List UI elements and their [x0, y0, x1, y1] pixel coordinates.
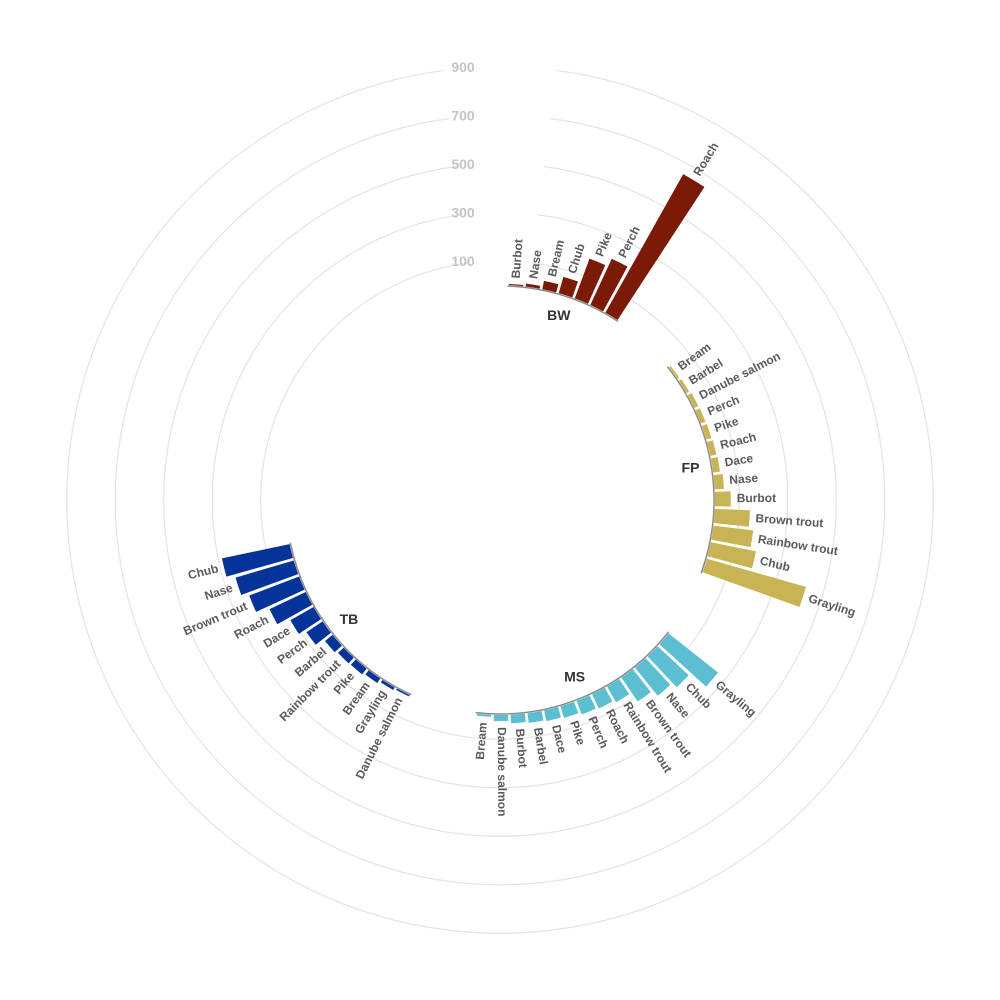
grid-ring-100 — [260, 262, 740, 740]
bar-ms-barbel — [527, 710, 544, 723]
bar-tb-barbel — [325, 634, 342, 653]
bar-label: Burbot — [509, 239, 526, 279]
bar-tb-chub — [221, 544, 293, 577]
bar-ms-dace — [544, 707, 561, 722]
bar-label: Chub — [759, 554, 792, 575]
bar-bw-nase — [525, 283, 541, 289]
group-label-ms: MS — [564, 669, 585, 685]
group-label-bw: BW — [547, 307, 571, 323]
bar-fp-roach — [707, 440, 717, 456]
grid-ring-500 — [163, 166, 837, 837]
bar-tb-danube-salmon — [396, 688, 410, 697]
bar-tb-brown-trout — [249, 576, 305, 612]
bar-fp-barbel — [678, 379, 690, 393]
radial-tick-labels: 100 300 500 700 900 — [451, 59, 475, 269]
bar-fp-bream — [669, 365, 680, 379]
bar-fp-nase — [713, 474, 724, 490]
bar-label: Chub — [565, 242, 588, 275]
bar-label: Bream — [545, 238, 567, 278]
radial-tick-label: 900 — [451, 59, 475, 75]
bar-ms-bream — [476, 713, 492, 717]
radial-tick-label: 300 — [451, 204, 475, 220]
bar-tb-perch — [306, 621, 331, 645]
bar-fp-perch — [695, 408, 706, 424]
bar-fp-dace — [710, 457, 720, 473]
grid-ring-300 — [211, 214, 789, 789]
bar-tb-nase — [235, 560, 299, 595]
bar-fp-danube-salmon — [687, 393, 699, 408]
bar-fp-rainbow-trout — [711, 525, 754, 548]
bar-tb-pike — [350, 659, 367, 675]
bar-ms-perch — [576, 695, 596, 715]
bar-tb-grayling — [380, 680, 395, 690]
bar-ms-grayling — [659, 633, 719, 687]
bar-ms-danube-salmon — [493, 714, 509, 722]
bar-label: Burbot — [513, 728, 530, 768]
bar-label: Chub — [187, 561, 220, 582]
bar-fp-grayling — [702, 558, 806, 607]
bar-tb-rainbow-trout — [338, 647, 354, 664]
bar-tb-bream — [365, 670, 381, 683]
grid-ring-700 — [114, 117, 886, 886]
bar-ms-roach — [592, 687, 613, 709]
bar-ms-pike — [560, 701, 579, 718]
bar-bw-pike — [574, 258, 606, 304]
radial-grid — [66, 69, 934, 934]
bar-label: Bream — [473, 722, 490, 760]
bar-label: Dace — [549, 723, 569, 755]
grid-ring-900 — [66, 69, 934, 934]
bar-ms-burbot — [510, 713, 526, 724]
bar-label: Danube salmon — [495, 727, 509, 816]
bar-label: Burbot — [737, 491, 776, 505]
bars — [221, 174, 806, 724]
bar-bw-perch — [590, 258, 628, 312]
bar-bw-chub — [558, 276, 579, 298]
bar-label: Roach — [690, 140, 721, 179]
bar-ms-brown-trout — [621, 669, 651, 702]
bar-fp-burbot — [714, 491, 731, 507]
group-baseline-fp — [666, 366, 715, 574]
bar-label: Rainbow trout — [757, 532, 839, 558]
bar-fp-brown-trout — [713, 508, 750, 527]
bar-ms-rainbow-trout — [607, 678, 630, 703]
bar-label: Roach — [719, 430, 758, 452]
bar-label: Nase — [526, 249, 544, 280]
bar-label: Brown trout — [755, 511, 824, 530]
group-baseline-tb — [289, 542, 412, 696]
bar-ms-nase — [634, 658, 671, 696]
bar-bw-bream — [542, 280, 559, 293]
bar-ms-chub — [647, 646, 689, 688]
group-labels: BW FP MS TB — [340, 307, 700, 685]
bar-label: Grayling — [807, 591, 858, 619]
bar-label: Nase — [729, 471, 759, 487]
bar-tb-roach — [269, 592, 313, 625]
bar-bw-roach — [605, 174, 705, 320]
bar-fp-pike — [701, 424, 712, 440]
bar-tb-dace — [290, 607, 322, 634]
group-baseline-bw — [507, 285, 619, 323]
radial-tick-label: 100 — [451, 253, 475, 269]
group-label-tb: TB — [340, 611, 359, 627]
radial-tick-label: 500 — [451, 156, 475, 172]
group-label-fp: FP — [682, 460, 700, 476]
bar-label: Dace — [724, 451, 755, 469]
bar-bw-burbot — [508, 283, 524, 287]
bar-label: Pike — [593, 230, 615, 258]
bar-fp-chub — [707, 542, 756, 569]
bar-label: Pike — [712, 414, 740, 435]
bar-label: Grayling — [713, 678, 759, 720]
bar-label: Barbel — [531, 726, 551, 765]
group-baseline-ms — [475, 631, 670, 715]
radial-tick-label: 700 — [451, 107, 475, 123]
